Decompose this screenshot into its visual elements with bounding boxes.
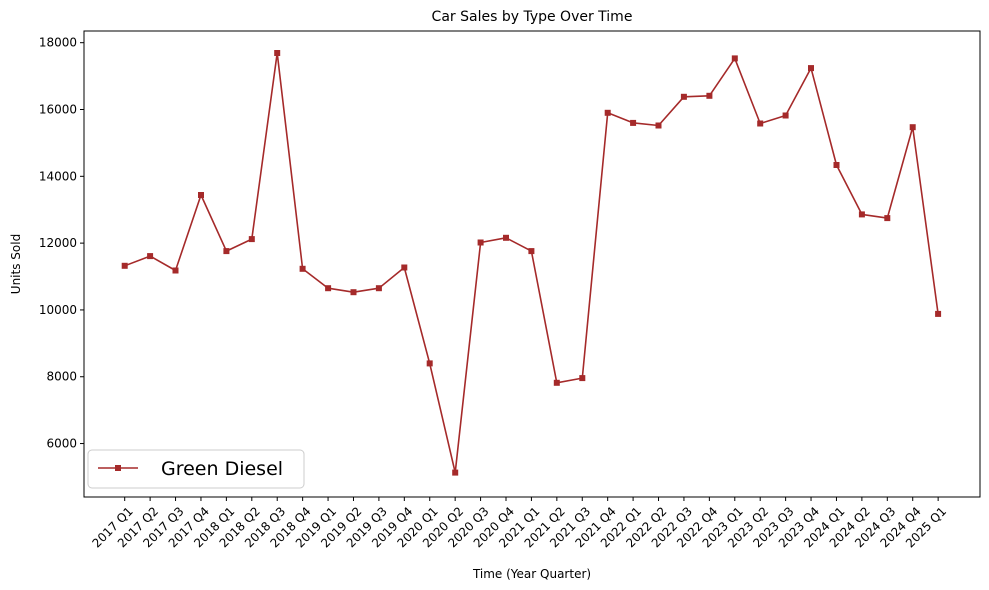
y-tick-label: 16000: [39, 103, 77, 117]
data-point-marker: [731, 55, 738, 62]
legend-marker-swatch: [115, 465, 121, 471]
data-point-marker: [630, 119, 637, 126]
y-tick-label: 12000: [39, 236, 77, 250]
data-point-marker: [477, 239, 484, 246]
data-point-marker: [325, 285, 332, 292]
data-point-marker: [655, 122, 662, 129]
data-point-marker: [757, 120, 764, 127]
y-tick-label: 14000: [39, 169, 77, 183]
data-point-marker: [858, 211, 865, 218]
legend-box: [87, 449, 305, 489]
series-line: [124, 52, 939, 474]
data-point-marker: [299, 265, 306, 272]
data-point-marker: [375, 285, 382, 292]
data-point-marker: [579, 375, 586, 382]
data-point-marker: [680, 93, 687, 100]
legend: Green Diesel: [87, 449, 305, 489]
y-axis-title: Units Sold: [9, 234, 23, 294]
data-point-marker: [782, 112, 789, 119]
data-point-marker: [121, 262, 128, 269]
legend-label: Green Diesel: [161, 458, 283, 480]
data-point-marker: [503, 234, 509, 241]
y-tick-label: 8000: [46, 370, 77, 384]
data-point-marker: [147, 253, 154, 260]
y-tick-label: 6000: [46, 437, 77, 451]
data-point-marker: [528, 248, 535, 255]
data-point-marker: [935, 310, 942, 317]
chart-title: Car Sales by Type Over Time: [432, 9, 633, 25]
data-point-marker: [248, 236, 255, 243]
x-axis-title: Time (Year Quarter): [472, 567, 591, 581]
data-point-marker: [401, 264, 408, 271]
data-point-marker: [604, 109, 611, 116]
data-point-marker: [706, 92, 713, 99]
plot-frame: [83, 30, 981, 498]
data-point-marker: [833, 162, 840, 168]
data-point-marker: [553, 379, 560, 386]
data-point-marker: [452, 469, 459, 476]
data-point-marker: [274, 50, 281, 56]
y-tick-label: 10000: [39, 303, 77, 317]
data-point-marker: [198, 192, 204, 198]
data-point-marker: [808, 65, 814, 72]
data-point-marker: [426, 360, 433, 367]
y-tick-label: 18000: [39, 36, 77, 50]
data-point-marker: [350, 289, 357, 296]
data-point-marker: [909, 124, 916, 131]
data-point-marker: [172, 267, 179, 274]
data-point-marker: [223, 248, 230, 255]
data-point-marker: [884, 215, 891, 222]
